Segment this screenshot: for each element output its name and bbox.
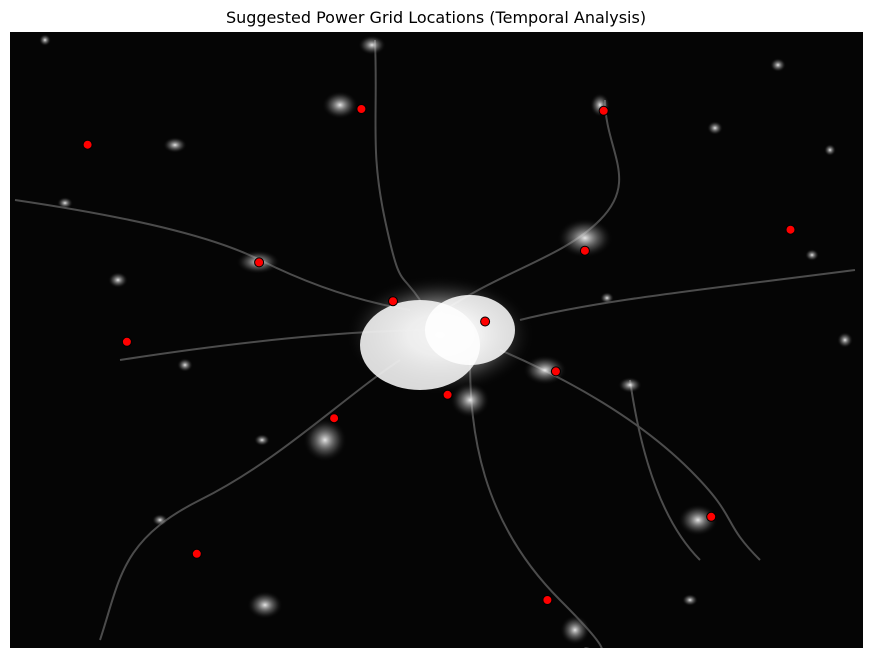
grid-location-marker-13: [706, 511, 717, 522]
marker-layer: [82, 104, 796, 605]
night-lights-raster: [10, 32, 863, 648]
grid-location-marker-3: [598, 105, 609, 116]
grid-location-marker-15: [542, 595, 553, 605]
grid-location-marker-9: [121, 336, 132, 347]
grid-location-marker-1: [82, 139, 93, 150]
chart-title: Suggested Power Grid Locations (Temporal…: [225, 8, 647, 27]
grid-location-marker-11: [442, 389, 453, 400]
grid-location-marker-12: [329, 413, 340, 424]
grid-location-marker-7: [388, 296, 398, 307]
grid-location-marker-6: [579, 245, 590, 256]
grid-location-marker-5: [254, 257, 265, 268]
grid-location-marker-14: [191, 548, 202, 559]
grid-location-marker-10: [550, 366, 561, 377]
grid-location-marker-4: [785, 224, 796, 235]
grid-location-marker-8: [480, 316, 491, 327]
grid-location-marker-2: [356, 104, 367, 114]
